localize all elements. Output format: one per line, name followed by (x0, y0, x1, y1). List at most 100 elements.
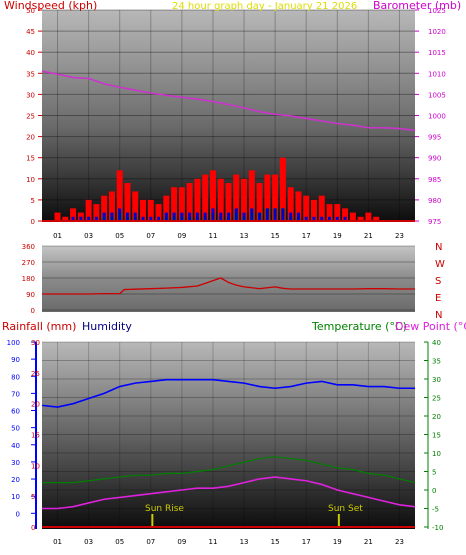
humidity-tick-label: 90 (11, 356, 20, 364)
humidity-axis-title: Humidity (82, 320, 132, 333)
wind-gust-bar (140, 199, 147, 221)
compass-label: E (435, 293, 441, 304)
wind-gust-bar (264, 174, 271, 221)
hour-tick-label: 07 (146, 538, 155, 546)
wind-gust-bar (303, 195, 310, 221)
rainfall-tick-label: 5 (31, 493, 35, 501)
wind-barometer-panel: 0510152025303540455097598098599099510001… (4, 0, 461, 240)
wind-gust-bar (108, 191, 115, 221)
temperature-tick-label: 35 (432, 358, 441, 366)
temp-gridlines (42, 341, 415, 528)
wind-average-bar (312, 216, 316, 221)
wind-gust-bar (279, 157, 286, 221)
temperature-tick-label: -5 (432, 506, 439, 514)
temperature-tick-label: 40 (432, 339, 441, 347)
windspeed-tick-label: 20 (26, 134, 35, 142)
wind-gust-bar (349, 212, 356, 221)
rainfall-tick-label: 30 (31, 339, 40, 347)
barometer-tick-label: 1020 (428, 28, 446, 36)
wind-gust-bar (287, 187, 294, 221)
wind-average-bar (265, 208, 269, 221)
hour-tick-label: 03 (84, 232, 93, 240)
wind-average-bar (273, 208, 277, 221)
hour-tick-label: 13 (240, 232, 249, 240)
compass-label: N (435, 310, 442, 321)
wind-gust-bar (233, 174, 240, 221)
barometer-line (41, 70, 416, 132)
wind-average-bar (125, 212, 129, 221)
wind-average-bar (296, 212, 300, 221)
humidity-tick-label: 40 (11, 442, 20, 450)
wind-gust-bar (171, 187, 178, 221)
dew-point-axis-title: Dew Point (°C) (395, 320, 466, 333)
barometer-tick-label: 975 (428, 218, 441, 226)
wind-gust-bar (326, 204, 333, 221)
temperature-tick-label: 5 (432, 469, 436, 477)
wind-average-bar (242, 212, 246, 221)
wind-gust-bar (147, 199, 154, 221)
wind-gust-bar (54, 212, 61, 221)
wind-average-bar (102, 212, 106, 221)
rainfall-tick-label: 20 (31, 401, 40, 409)
wind-gust-bar (225, 183, 232, 221)
wind-average-bar (133, 212, 137, 221)
hour-tick-label: 11 (208, 538, 217, 546)
wind-average-bar (320, 216, 324, 221)
direction-tick-label: 270 (22, 259, 35, 267)
wind-average-bar (304, 216, 308, 221)
barometer-tick-label: 985 (428, 176, 441, 184)
hour-tick-label: 21 (364, 538, 373, 546)
compass-label: W (435, 259, 445, 270)
humidity-tick-label: 60 (11, 408, 20, 416)
humidity-tick-label: 80 (11, 373, 20, 381)
wind-average-bar (110, 212, 114, 221)
barometer-tick-label: 1005 (428, 91, 446, 99)
wind-gust-bar (209, 170, 216, 221)
wind-average-bar (71, 216, 75, 221)
wind-gust-bar (357, 216, 364, 221)
wind-average-bar (250, 208, 254, 221)
wind-gridlines (42, 9, 415, 222)
hour-tick-label: 19 (333, 232, 342, 240)
hour-tick-label: 05 (115, 538, 124, 546)
wind-average-bar (79, 216, 83, 221)
windspeed-tick-label: 50 (26, 7, 35, 15)
wind-average-bar (141, 216, 145, 221)
wind-direction-line (42, 277, 415, 295)
direction-tick-label: 90 (26, 291, 35, 299)
wind-gust-bar (217, 178, 224, 221)
temperature-tick-label: 25 (432, 395, 441, 403)
hour-tick-label: 21 (364, 232, 373, 240)
wind-tick-labels: 0510152025303540455097598098599099510001… (26, 7, 446, 240)
windspeed-tick-label: 45 (26, 28, 35, 36)
temperature-axis-title: Temperature (°C) (311, 320, 407, 333)
barometer-tick-label: 1015 (428, 49, 446, 57)
wind-average-bar (149, 216, 153, 221)
windspeed-tick-label: 10 (26, 176, 35, 184)
rainfall-axis-title: Rainfall (mm) (2, 320, 76, 333)
wind-gust-bar (194, 178, 201, 221)
wind-gust-bar (241, 178, 248, 221)
compass-label: N (435, 242, 442, 253)
hour-tick-label: 23 (395, 538, 404, 546)
wind-gust-bar (310, 199, 317, 221)
wind-average-bar (188, 212, 192, 221)
wind-gust-bar (318, 195, 325, 221)
windspeed-tick-label: 15 (26, 155, 35, 163)
windspeed-tick-label: 30 (26, 91, 35, 99)
wind-average-bar (289, 212, 293, 221)
humidity-tick-label: 50 (11, 425, 20, 433)
wind-average-bar (335, 216, 339, 221)
hour-tick-label: 19 (333, 538, 342, 546)
hour-tick-label: 09 (177, 232, 186, 240)
direction-plot-area (42, 246, 415, 312)
rainfall-tick-label: 10 (31, 462, 40, 470)
windspeed-tick-label: 0 (31, 218, 35, 226)
wind-average-bar (157, 216, 161, 221)
direction-tick-label: 180 (22, 275, 35, 283)
wind-average-bar (94, 216, 98, 221)
wind-average-bar (258, 212, 262, 221)
wind-gust-bar (85, 199, 92, 221)
